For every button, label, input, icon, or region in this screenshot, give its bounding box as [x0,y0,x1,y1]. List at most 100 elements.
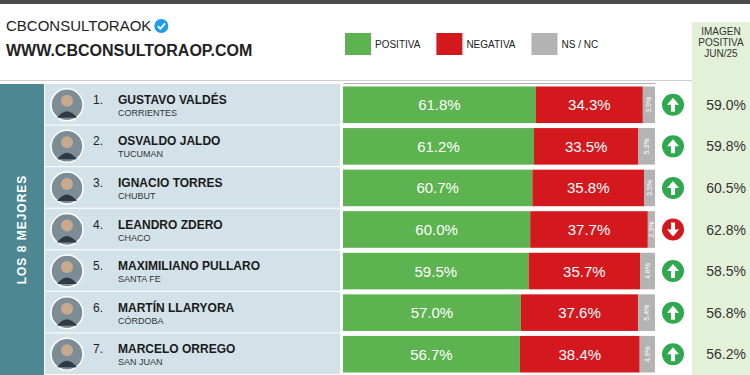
data-label: 3.9% [645,97,652,113]
data-label: 4.9% [644,346,651,362]
province-label: SANTA FE [118,274,161,284]
photo-head [61,261,73,273]
trend-arrow [662,302,684,324]
bar-segment [343,86,536,123]
province-label: CORRIENTES [118,108,177,118]
photo-head [61,136,73,148]
bar-segment [532,170,644,207]
previous-value: 58.5% [706,263,746,279]
trend-circle [662,302,684,324]
data-label: 57.0% [411,304,454,321]
previous-value: 59.0% [706,97,746,113]
data-label: 2.3% [648,222,655,238]
data-label: 60.7% [416,179,459,196]
photo-body [57,361,77,368]
bar-segment [643,86,655,123]
data-label: 61.8% [418,96,461,113]
previous-value: 56.8% [706,305,746,321]
trend-circle [662,135,684,157]
photo-circle [51,338,83,370]
bar-segment [534,128,639,165]
row-bg [45,126,340,167]
trend-arrow [662,135,684,157]
row-bg [45,250,340,291]
province-label: CÓRDOBA [118,316,164,326]
bar-segment [536,86,643,123]
row-bg [45,292,340,333]
row-bg [45,209,340,250]
legend-label: NS / NC [561,39,598,50]
data-label: 33.5% [565,138,608,155]
rank: 6. [93,301,103,315]
bar-segment [640,253,655,290]
category-label: MARTÍN LLARYORA [118,300,235,315]
trend-arrow [662,94,684,116]
previous-value: 56.2% [706,346,746,362]
trend-arrow [662,343,684,365]
bar-segment [640,336,655,373]
photo-circle [51,214,83,246]
top-strip [0,0,750,4]
rank: 7. [93,342,103,356]
photo-head [61,303,73,315]
photo [51,338,83,370]
previous-value: 62.8% [706,222,746,238]
subtitle: WWW.CBCONSULTORAOP.COM [6,42,252,59]
rank: 3. [93,176,103,190]
province-label: TUCUMAN [118,149,163,159]
photo [51,297,83,329]
rank: 2. [93,134,103,148]
previous-header-line: JUN/25 [704,48,738,59]
data-label: 60.0% [415,221,458,238]
previous-value: 59.8% [706,138,746,154]
bar-segment [638,128,655,165]
bar-segment [343,128,534,165]
bar-segment [343,253,529,290]
photo [51,130,83,162]
trend-arrow [662,260,684,282]
data-label: 35.8% [567,179,610,196]
trend-circle [662,94,684,116]
category-label: MAXIMILIANO PULLARO [118,259,260,273]
rank: 1. [93,93,103,107]
data-label: 37.6% [558,304,601,321]
bar-segment [530,211,648,248]
trend-circle [662,219,684,241]
category-label: GUSTAVO VALDÉS [118,92,227,107]
background [0,0,750,375]
rank: 4. [93,218,103,232]
trend-icon [667,306,679,320]
data-label: 5.3% [643,138,650,154]
bars [343,86,655,372]
bar-segment [638,294,655,331]
photo-circle [51,89,83,121]
photo [51,255,83,287]
row-bg [45,84,340,125]
previous-header-line: POSITIVA [698,37,744,48]
chart-svg: CBCONSULTORAOKWWW.CBCONSULTORAOP.COMPOSI… [0,0,750,375]
category-label: MARCELO ORREGO [118,342,235,356]
bar-segment [521,294,638,331]
verified-circle [154,19,168,33]
trend-icon [667,347,679,361]
photo-body [57,153,77,160]
photo-body [57,194,77,201]
photo-circle [51,172,83,204]
photo-body [57,236,77,243]
photo [51,172,83,204]
photo-circle [51,297,83,329]
province-label: SAN JUAN [118,357,163,367]
photo-body [57,278,77,285]
verified-icon [154,19,168,33]
photo-head [61,178,73,190]
data-label: 56.7% [410,346,453,363]
legend-label: POSITIVA [375,39,421,50]
province-label: CHUBUT [118,191,156,201]
trend-icon [667,139,679,153]
legend-swatch [436,33,462,55]
header-divider [0,80,750,81]
photo-body [57,319,77,326]
category-label: IGNACIO TORRES [118,176,222,190]
photo-head [61,95,73,107]
previous-header: IMAGENPOSITIVAJUN/25 [698,26,744,59]
